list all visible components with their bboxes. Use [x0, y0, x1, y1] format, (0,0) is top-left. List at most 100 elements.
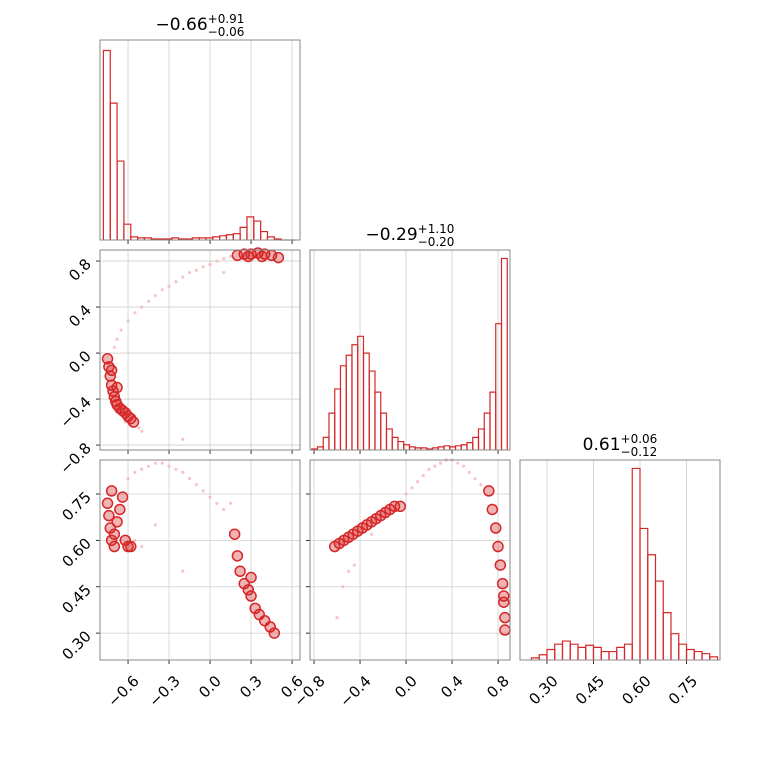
- y-tick-label: −0.4: [56, 393, 94, 431]
- histogram-bin: [654, 580, 664, 660]
- histogram-bin: [592, 646, 602, 660]
- panel-title: −0.66+0.91 −0.06: [156, 12, 245, 39]
- sample-point: [115, 337, 119, 341]
- panel-frame: [99, 459, 301, 661]
- dense-point: [268, 627, 281, 639]
- dense-point: [127, 416, 140, 428]
- sample-point: [473, 476, 477, 481]
- histogram-bin: [569, 643, 579, 660]
- histogram-bin: [328, 412, 336, 450]
- dense-point: [496, 577, 509, 590]
- x-tick-label: 0.30: [525, 672, 561, 708]
- histogram-bin: [232, 233, 241, 240]
- sample-point: [174, 280, 178, 284]
- dense-point: [499, 624, 511, 636]
- sample-point: [160, 461, 164, 465]
- sample-point: [335, 616, 339, 620]
- panel-title: 0.61+0.06 −0.12: [583, 432, 658, 459]
- title-upper: +1.10: [418, 222, 455, 236]
- sample-point: [153, 293, 157, 298]
- x-tick-label: −0.3: [145, 672, 183, 710]
- dense-point: [231, 550, 244, 562]
- dense-point: [234, 565, 246, 578]
- panel-frame: [519, 459, 721, 661]
- y-tick-label: 0.0: [65, 347, 95, 377]
- sample-point: [369, 532, 374, 536]
- y-tick-label: 0.75: [58, 488, 94, 524]
- sample-point: [421, 473, 425, 478]
- dense-point: [394, 500, 407, 513]
- sample-point: [194, 483, 198, 487]
- histogram-bin: [608, 650, 618, 660]
- sample-point: [222, 257, 226, 261]
- sample-point: [167, 464, 171, 468]
- sample-point: [222, 270, 226, 275]
- histogram-bin: [623, 643, 633, 660]
- histogram-bin: [334, 388, 342, 450]
- histogram-bin: [489, 391, 497, 450]
- sample-point: [461, 464, 466, 468]
- sample-point: [456, 461, 460, 465]
- sample-point: [146, 299, 151, 303]
- panel-frame: [309, 459, 511, 661]
- histogram-bin: [357, 335, 365, 450]
- sample-point: [404, 492, 408, 496]
- sample-point: [140, 305, 144, 309]
- histogram-bin: [322, 436, 330, 450]
- histogram-bin: [662, 612, 672, 660]
- sample-point: [194, 268, 198, 272]
- histogram-bin: [109, 102, 118, 240]
- histogram-bin: [678, 643, 688, 660]
- histogram-bin: [685, 648, 695, 660]
- histogram-bin: [693, 650, 703, 660]
- y-tick-label: 0.4: [65, 301, 95, 331]
- histogram-bin: [351, 344, 359, 450]
- dense-point: [125, 540, 137, 553]
- x-tick-label: 0.8: [483, 672, 513, 702]
- y-tick-label: 0.30: [58, 627, 94, 663]
- histogram-bin: [385, 428, 393, 450]
- dense-point: [242, 584, 255, 596]
- panel-frame: [99, 39, 301, 241]
- histogram-bin: [219, 235, 228, 240]
- sample-point: [153, 523, 157, 527]
- sample-point: [137, 426, 141, 430]
- dense-point: [245, 590, 257, 602]
- sample-point: [427, 467, 431, 471]
- sample-point: [228, 254, 233, 259]
- sample-point: [133, 311, 137, 315]
- y-tick-label: 0.8: [65, 255, 95, 285]
- histogram-bin: [374, 391, 382, 450]
- histogram-bin: [546, 648, 556, 660]
- histogram-bin: [443, 445, 451, 450]
- histogram-bin: [116, 160, 125, 240]
- histogram-bin: [495, 323, 503, 450]
- sample-point: [181, 437, 185, 441]
- sample-point: [160, 288, 164, 292]
- sample-point: [126, 476, 130, 481]
- panel-frame: [309, 249, 511, 451]
- dense-point: [245, 571, 257, 584]
- histogram-bin: [577, 646, 587, 660]
- dense-point: [486, 503, 499, 516]
- histogram-bin: [600, 650, 610, 660]
- dense-point: [499, 611, 511, 624]
- x-tick-label: 0.60: [618, 672, 654, 708]
- sample-point: [228, 501, 233, 505]
- histogram-bin: [225, 234, 234, 240]
- dense-point: [105, 364, 118, 377]
- title-lower: −0.12: [621, 445, 658, 459]
- histogram-bin: [631, 467, 641, 660]
- title-upper: +0.91: [208, 12, 245, 26]
- histogram-bin: [246, 216, 255, 240]
- histogram-bin: [616, 646, 626, 660]
- sample-point: [341, 585, 345, 589]
- sample-point: [133, 470, 137, 474]
- histogram-bin: [102, 49, 111, 240]
- sample-point: [119, 328, 123, 332]
- sample-point: [215, 501, 219, 505]
- dense-point: [494, 559, 507, 571]
- histogram-bin: [123, 223, 132, 240]
- sample-point: [467, 470, 471, 474]
